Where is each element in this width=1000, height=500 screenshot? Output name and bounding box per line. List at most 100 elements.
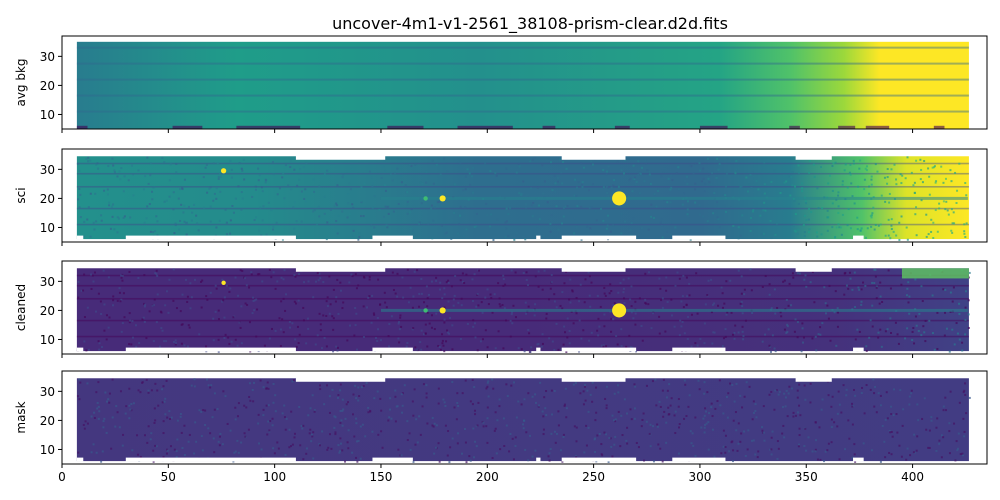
noise-pixel [803,384,806,387]
noise-pixel [230,176,233,179]
noise-pixel [146,441,149,444]
noise-pixel [213,192,216,195]
noise-pixel [426,305,429,308]
noise-pixel [266,433,269,436]
noise-pixel [562,215,565,218]
noise-pixel [739,234,742,237]
noise-pixel [106,193,109,196]
noise-pixel [177,197,180,200]
noise-pixel [829,174,832,177]
noise-pixel [95,451,98,454]
noise-pixel [445,340,448,343]
noise-pixel [475,225,478,228]
noise-pixel [652,312,655,315]
noise-pixel [539,381,542,384]
noise-pixel [122,292,125,295]
noise-pixel [620,345,623,348]
noise-pixel [100,346,103,349]
noise-pixel [507,213,510,216]
noise-pixel [418,221,421,224]
noise-pixel [686,182,689,185]
noise-pixel [654,378,657,381]
noise-pixel [582,166,585,169]
noise-pixel [312,457,315,460]
noise-pixel [346,339,349,342]
heatmap-image [76,377,971,464]
noise-pixel [914,213,917,216]
noise-pixel [283,269,286,272]
noise-pixel [448,332,451,335]
noise-pixel [249,350,252,353]
noise-pixel [546,201,549,204]
noise-pixel [352,206,355,209]
noise-pixel [864,284,867,287]
noise-pixel [683,379,686,382]
noise-pixel [117,217,120,220]
noise-pixel [661,236,664,239]
noise-pixel [735,159,738,162]
noise-pixel [110,205,113,208]
noise-pixel [433,328,436,331]
noise-pixel [531,395,534,398]
noise-pixel [799,414,802,417]
noise-pixel [610,186,613,189]
noise-pixel [875,411,878,414]
noise-pixel [948,350,951,353]
noise-pixel [517,347,520,350]
noise-pixel [769,448,772,451]
noise-pixel [930,416,933,419]
noise-pixel [775,222,778,225]
noise-pixel [316,272,319,275]
edge-gap [561,347,637,352]
noise-pixel [958,302,961,305]
noise-pixel [371,182,374,185]
noise-pixel [172,268,175,271]
noise-pixel [694,454,697,457]
noise-pixel [97,381,100,384]
noise-pixel [775,389,778,392]
noise-pixel [661,389,664,392]
noise-pixel [797,202,800,205]
noise-pixel [183,220,186,223]
noise-pixel [553,430,556,433]
noise-pixel [168,410,171,413]
noise-pixel [83,427,86,430]
noise-pixel [582,329,585,332]
noise-pixel [684,383,687,386]
noise-pixel [309,428,312,431]
noise-pixel [664,330,667,333]
edge-gap [76,125,88,129]
noise-pixel [575,225,578,228]
noise-pixel [421,194,424,197]
noise-pixel [911,339,914,342]
noise-pixel [745,176,748,179]
noise-pixel [459,214,462,217]
noise-pixel [420,292,423,295]
noise-pixel [833,236,836,239]
noise-pixel [219,432,222,435]
noise-pixel [288,446,291,449]
noise-pixel [844,271,847,274]
noise-pixel [660,175,663,178]
noise-pixel [658,400,661,403]
noise-pixel [282,172,285,175]
noise-pixel [890,431,893,434]
noise-pixel [357,399,360,402]
noise-pixel [512,458,515,461]
noise-pixel [640,425,643,428]
noise-pixel [763,201,766,204]
noise-pixel [591,381,594,384]
noise-pixel [218,444,221,447]
noise-pixel [504,283,507,286]
noise-pixel [113,228,116,231]
noise-pixel [535,233,538,236]
noise-pixel [230,168,233,171]
noise-pixel [351,203,354,206]
noise-pixel [599,305,602,308]
noise-pixel [530,187,533,190]
noise-pixel [935,426,938,429]
noise-pixel [831,226,834,229]
noise-pixel [426,422,429,425]
noise-pixel [831,395,834,398]
noise-pixel [883,176,886,179]
